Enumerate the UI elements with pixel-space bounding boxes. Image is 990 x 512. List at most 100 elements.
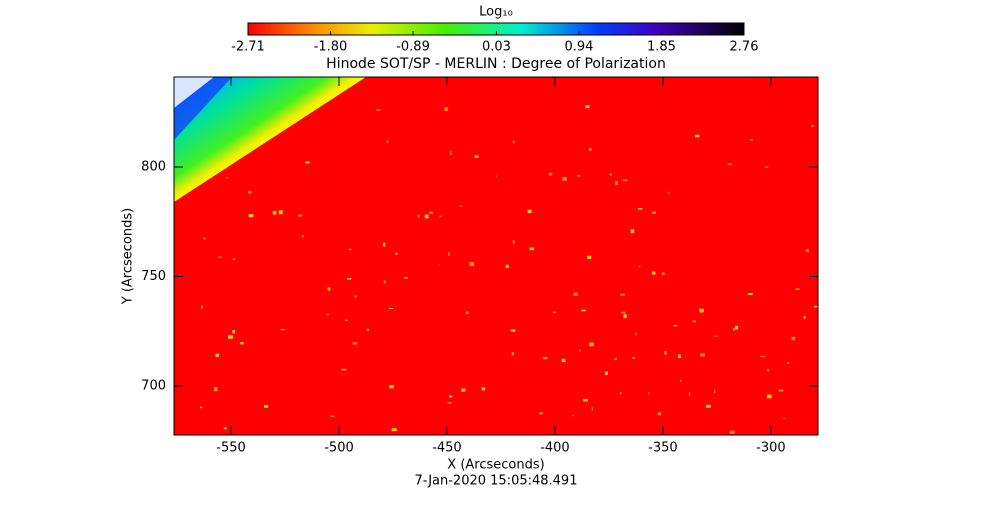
speckle (652, 211, 656, 214)
y-tick-label: 750 (141, 269, 166, 284)
speckle (591, 407, 593, 411)
speckle (542, 356, 548, 360)
speckle (700, 353, 705, 357)
speckle (635, 332, 637, 336)
speckle (459, 205, 462, 207)
speckle (648, 392, 650, 395)
speckle (727, 163, 732, 165)
speckle (615, 181, 618, 185)
speckle (579, 349, 581, 352)
speckle (760, 355, 766, 358)
image-speckles (200, 105, 818, 434)
speckle (449, 395, 453, 398)
speckle (729, 430, 735, 434)
speckle (232, 330, 235, 334)
speckle (383, 242, 386, 247)
speckle (272, 211, 277, 215)
speckle (232, 258, 236, 260)
speckle (585, 105, 590, 109)
speckle (417, 214, 420, 218)
speckle (223, 427, 227, 430)
speckle (589, 342, 594, 347)
speckle (572, 414, 574, 417)
speckle (750, 139, 753, 141)
speckle (341, 368, 347, 371)
speckle (203, 237, 206, 240)
y-tick-label: 700 (141, 378, 166, 393)
x-tick-label: -550 (216, 441, 246, 456)
speckle (330, 415, 335, 417)
speckle (469, 262, 475, 267)
speckle (376, 109, 381, 111)
speckle (778, 389, 784, 392)
speckle (735, 325, 739, 330)
speckle (345, 319, 348, 321)
speckle (438, 264, 440, 266)
speckle (512, 240, 515, 244)
speckle (474, 155, 479, 158)
colorbar-tick-label: -0.89 (396, 40, 430, 55)
speckle (621, 311, 626, 314)
colorbar-tick-label: -2.71 (231, 40, 265, 55)
image (174, 77, 818, 435)
x-tick-label: -350 (648, 441, 678, 456)
speckle (783, 417, 785, 420)
image-corner-white (174, 77, 214, 108)
speckle (548, 172, 553, 176)
speckle (767, 368, 769, 372)
speckle (637, 208, 643, 210)
speckle (713, 335, 718, 337)
speckle (301, 235, 304, 238)
speckle (661, 272, 665, 275)
speckle (510, 329, 516, 332)
speckle (620, 392, 622, 395)
speckle (447, 402, 452, 404)
speckle (639, 265, 641, 268)
chart-title: Hinode SOT/SP - MERLIN : Degree of Polar… (326, 56, 666, 72)
speckle (539, 412, 543, 415)
speckle (657, 412, 662, 416)
colorbar-tick-label: 0.03 (482, 40, 511, 55)
image-band (174, 77, 366, 202)
speckle (813, 305, 818, 308)
speckle (805, 249, 809, 253)
speckle (630, 229, 635, 234)
speckle (622, 179, 628, 181)
speckle (651, 271, 656, 275)
speckle (465, 311, 469, 315)
speckle (791, 336, 795, 341)
speckle (388, 308, 393, 309)
speckle (226, 177, 228, 179)
speckle (787, 362, 790, 364)
speckle (278, 210, 283, 215)
x-axis-label: X (Arcseconds) (447, 458, 544, 473)
speckle (620, 293, 625, 296)
speckle (561, 358, 566, 363)
speckle (327, 287, 331, 290)
y-axis-label: Y (Arcseconds) (121, 208, 136, 305)
speckle (201, 305, 203, 309)
speckle (614, 357, 617, 361)
speckle (366, 328, 370, 331)
speckle (505, 264, 509, 268)
speckle (688, 392, 691, 396)
timestamp: 7-Jan-2020 15:05:48.491 (415, 474, 578, 489)
speckle (748, 293, 753, 295)
speckle (200, 406, 203, 409)
speckle (305, 161, 310, 164)
speckle (218, 256, 222, 258)
speckle (668, 191, 670, 194)
speckle (424, 214, 429, 219)
speckle (395, 252, 398, 255)
speckle (764, 166, 769, 168)
colorbar-label: Log₁₀ (479, 5, 513, 20)
speckle (213, 387, 218, 392)
speckle (562, 177, 567, 181)
speckle (511, 352, 514, 356)
speckle (215, 353, 219, 357)
speckle (529, 247, 535, 251)
speckle (280, 329, 285, 331)
speckle (733, 327, 735, 331)
speckle (347, 278, 352, 280)
speckle (444, 107, 449, 111)
